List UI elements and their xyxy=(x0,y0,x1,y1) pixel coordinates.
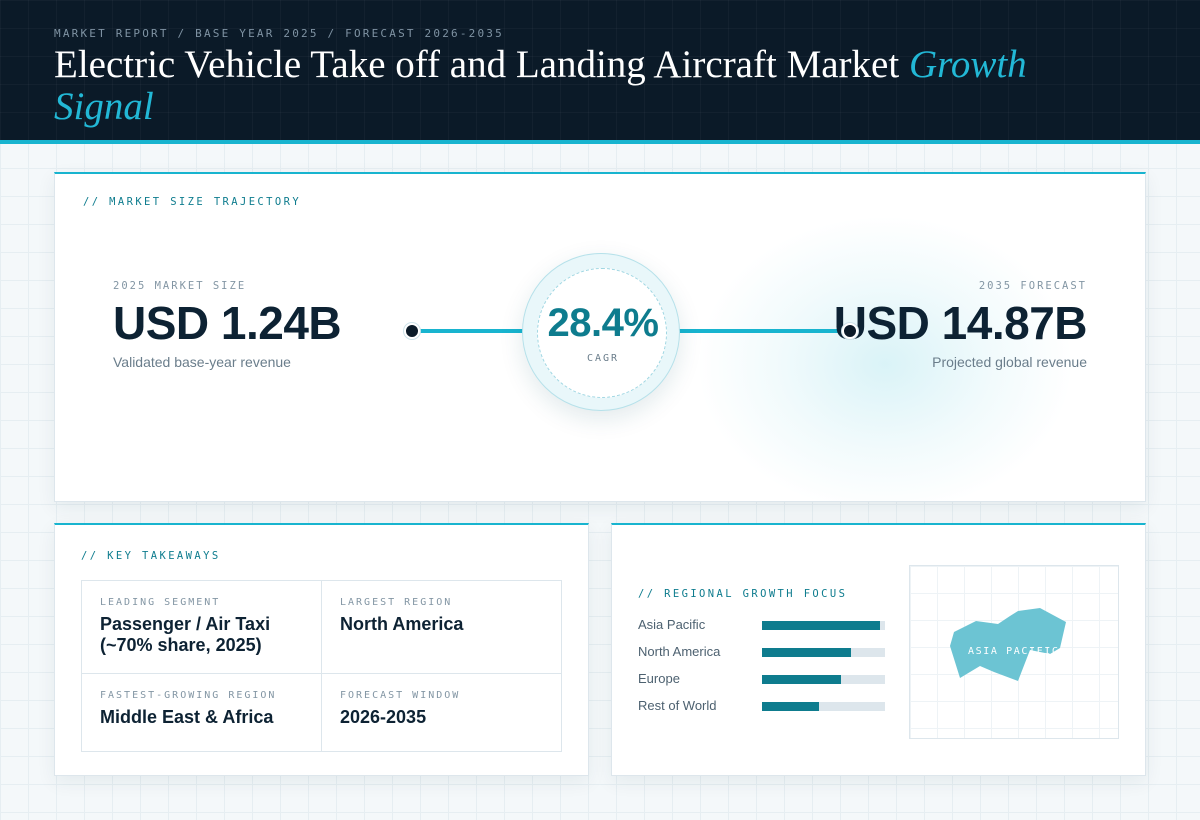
region-name: North America xyxy=(638,644,721,659)
start-value: USD 1.24B xyxy=(113,297,342,349)
region-map: ASIA PACIFIC xyxy=(909,565,1119,739)
map-region-label: ASIA PACIFIC xyxy=(968,646,1060,657)
page-title-accent: Growth Signal xyxy=(54,43,1027,128)
end-value: USD 14.87B xyxy=(833,297,1088,349)
takeaway-kicker: LARGEST REGION xyxy=(340,597,453,608)
takeaway-forecast-window: FORECAST WINDOW 2026-2035 xyxy=(322,674,562,751)
cagr-label: CAGR xyxy=(586,353,620,364)
cagr-value: 28.4% xyxy=(547,301,659,345)
region-name: Rest of World xyxy=(638,698,717,713)
region-bar-list: Asia Pacific North America Europe Rest o… xyxy=(638,617,888,725)
region-row: Rest of World xyxy=(638,698,888,725)
takeaway-value: North America xyxy=(340,614,464,634)
region-row: Asia Pacific xyxy=(638,617,888,644)
key-takeaways-card: // KEY TAKEAWAYS LEADING SEGMENT Passeng… xyxy=(54,523,589,776)
region-bar-track xyxy=(762,675,885,684)
asia-pacific-map-icon xyxy=(950,608,1066,681)
region-row: North America xyxy=(638,644,888,671)
takeaway-kicker: LEADING SEGMENT xyxy=(100,597,221,608)
breadcrumb: MARKET REPORT / BASE YEAR 2025 / FORECAS… xyxy=(54,27,504,40)
page-title-main: Electric Vehicle Take off and Landing Ai… xyxy=(54,43,900,86)
end-subtitle: Projected global revenue xyxy=(932,354,1087,370)
cagr-badge: 28.4% CAGR xyxy=(522,253,680,411)
regional-growth-card: // REGIONAL GROWTH FOCUS Asia Pacific No… xyxy=(611,523,1146,776)
region-bar-fill xyxy=(762,621,881,630)
region-bar-track xyxy=(762,621,885,630)
takeaway-value: Middle East & Africa xyxy=(100,707,274,727)
takeaway-leading-segment: LEADING SEGMENT Passenger / Air Taxi (~7… xyxy=(82,581,322,674)
takeaway-value: 2026-2035 xyxy=(340,707,427,727)
region-name: Europe xyxy=(638,671,680,686)
region-bar-track xyxy=(762,648,885,657)
region-bar-fill xyxy=(762,648,851,657)
takeaways-grid: LEADING SEGMENT Passenger / Air Taxi (~7… xyxy=(81,580,562,752)
takeaway-kicker: FORECAST WINDOW xyxy=(340,690,461,701)
region-bar-track xyxy=(762,702,885,711)
region-row: Europe xyxy=(638,671,888,698)
region-bar-fill xyxy=(762,675,841,684)
trajectory-card-label: // MARKET SIZE TRAJECTORY xyxy=(83,196,302,208)
page-title: Electric Vehicle Take off and Landing Ai… xyxy=(54,44,1054,128)
takeaways-card-label: // KEY TAKEAWAYS xyxy=(81,550,221,562)
start-subtitle: Validated base-year revenue xyxy=(113,354,291,370)
page-header: MARKET REPORT / BASE YEAR 2025 / FORECAS… xyxy=(0,0,1200,144)
takeaway-value: Passenger / Air Taxi (~70% share, 2025) xyxy=(100,614,271,655)
background-glow xyxy=(695,214,1075,501)
takeaway-fastest-growing-region: FASTEST-GROWING REGION Middle East & Afr… xyxy=(82,674,322,751)
end-kicker: 2035 FORECAST xyxy=(978,280,1087,292)
regional-card-label: // REGIONAL GROWTH FOCUS xyxy=(638,588,848,600)
takeaway-kicker: FASTEST-GROWING REGION xyxy=(100,690,277,701)
region-bar-fill xyxy=(762,702,819,711)
start-kicker: 2025 MARKET SIZE xyxy=(113,280,247,292)
trajectory-end-dot xyxy=(842,323,858,339)
takeaway-largest-region: LARGEST REGION North America xyxy=(322,581,562,674)
cagr-inner-circle: 28.4% CAGR xyxy=(537,268,667,398)
region-name: Asia Pacific xyxy=(638,617,706,632)
market-size-trajectory-card: // MARKET SIZE TRAJECTORY 2025 MARKET SI… xyxy=(54,172,1146,502)
trajectory-start-dot xyxy=(404,323,420,339)
